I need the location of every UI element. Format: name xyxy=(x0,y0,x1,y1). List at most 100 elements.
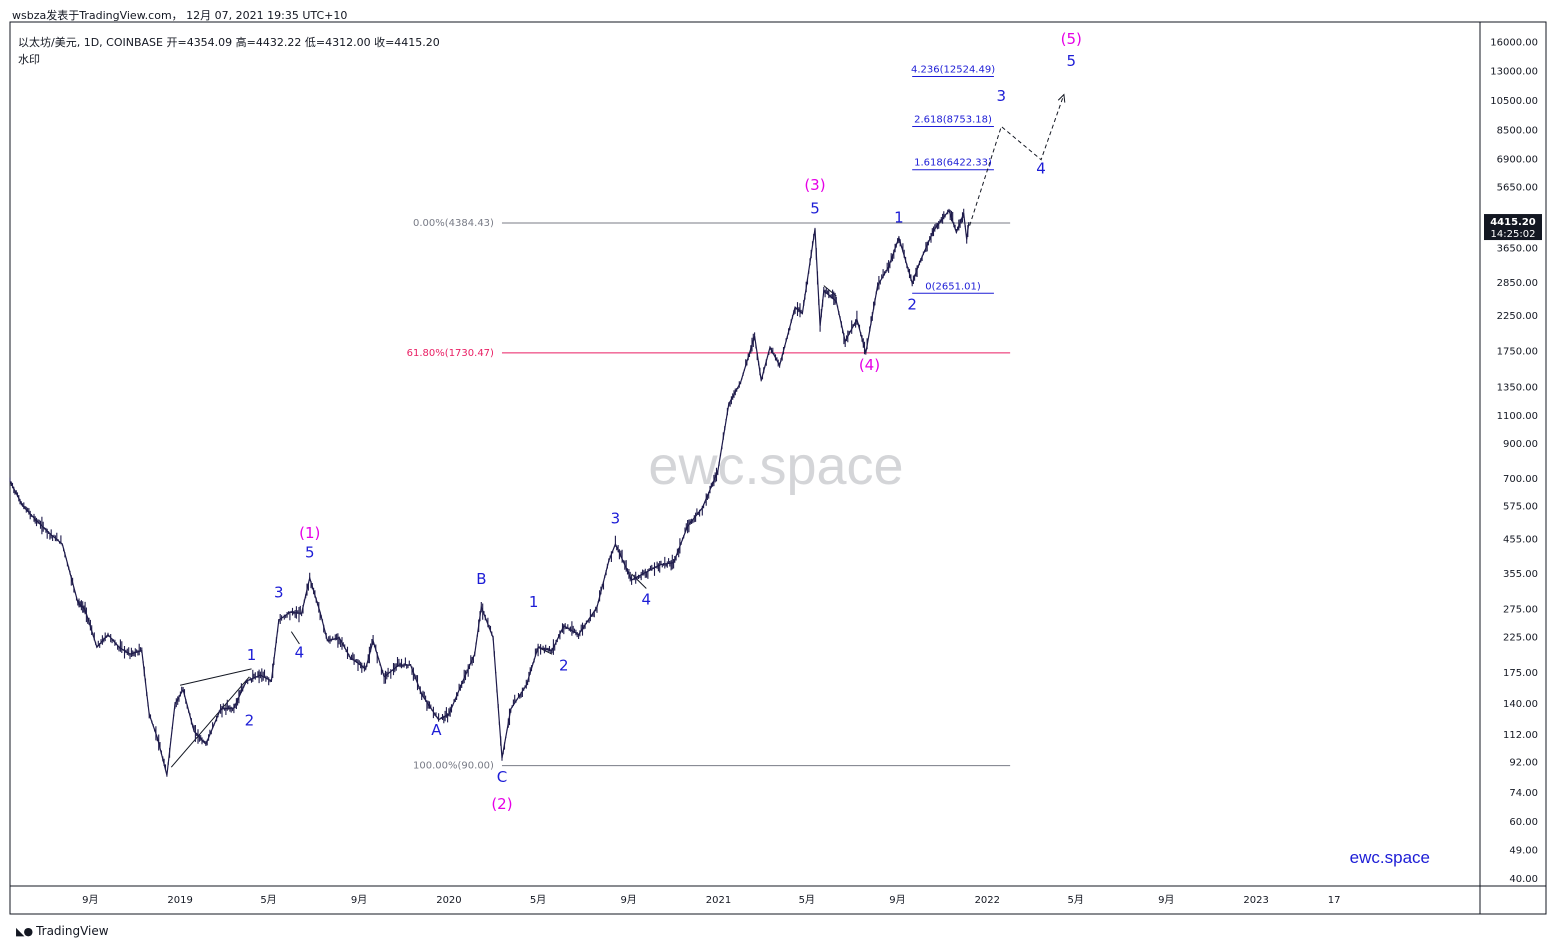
y-tick-label: 8500.00 xyxy=(1497,126,1538,137)
y-tick-label: 2250.00 xyxy=(1497,311,1538,322)
y-tick-label: 60.00 xyxy=(1509,817,1538,828)
price-series xyxy=(9,208,970,777)
corner-brand: ewc.space xyxy=(1350,848,1430,867)
wave-label: 1 xyxy=(529,593,539,611)
x-tick-label: 5月 xyxy=(1067,894,1083,906)
tradingview-footer[interactable]: ◣● TradingView xyxy=(16,924,109,938)
wave-label: 5 xyxy=(1066,52,1076,70)
pattern-line xyxy=(180,668,252,686)
y-tick-label: 6900.00 xyxy=(1497,155,1538,166)
x-tick-label: 5月 xyxy=(260,894,276,906)
y-tick-label: 74.00 xyxy=(1509,788,1538,799)
fib-level-label: 100.00%(90.00) xyxy=(413,761,494,772)
wave-label: 2 xyxy=(559,656,569,674)
y-tick-label: 49.00 xyxy=(1509,846,1538,857)
y-tick-label: 140.00 xyxy=(1503,699,1538,710)
pattern-line xyxy=(290,631,300,645)
pattern-line xyxy=(170,676,250,768)
wave-label: 5 xyxy=(305,543,315,561)
y-tick-label: 5650.00 xyxy=(1497,183,1538,194)
x-tick-label: 9月 xyxy=(351,894,367,906)
pattern-lines xyxy=(170,285,837,768)
wave-label: 1 xyxy=(894,209,904,227)
y-tick-label: 900.00 xyxy=(1503,439,1538,450)
x-tick-label: 2020 xyxy=(436,895,461,906)
x-tick-label: 2022 xyxy=(975,895,1000,906)
y-tick-label: 575.00 xyxy=(1503,502,1538,513)
fib-level-label: 2.618(8753.18) xyxy=(914,114,992,125)
publish-caption: wsbza发表于TradingView.com， 12月 07, 2021 19… xyxy=(12,9,348,22)
y-tick-label: 16000.00 xyxy=(1490,37,1538,48)
y-tick-label: 3650.00 xyxy=(1497,244,1538,255)
y-tick-label: 355.00 xyxy=(1503,569,1538,580)
fibonacci-levels: 0.00%(4384.43) 61.80%(1730.47) 100.00%(90.… xyxy=(407,64,1011,772)
fib-level-label: 4.236(12524.49) xyxy=(911,64,995,75)
wave-label: B xyxy=(476,570,486,588)
x-tick-label: 9月 xyxy=(620,894,636,906)
wave-label: (2) xyxy=(491,795,512,813)
y-tick-label: 275.00 xyxy=(1503,605,1538,616)
fib-level-label: 0(2651.01) xyxy=(925,281,981,292)
symbol-ohlc-line: 以太坊/美元, 1D, COINBASE 开=4354.09 高=4432.22… xyxy=(18,36,440,49)
y-tick-label: 2850.00 xyxy=(1497,278,1538,289)
x-tick-label: 5月 xyxy=(799,894,815,906)
price-line xyxy=(9,209,970,776)
fib-level-label: 61.80%(1730.47) xyxy=(407,348,494,359)
last-price-value: 4415.20 xyxy=(1490,217,1536,228)
y-tick-label: 700.00 xyxy=(1503,474,1538,485)
x-tick-label: 9月 xyxy=(889,894,905,906)
wave-label: 3 xyxy=(274,584,284,602)
x-axis[interactable]: 9月 2019 5月 9月 2020 5月 9月 2021 5月 9月 2022 5月 9月 2023 17 xyxy=(82,894,1340,906)
wave-label: A xyxy=(431,721,442,739)
center-watermark: ewc.space xyxy=(648,436,903,496)
last-price-countdown: 14:25:02 xyxy=(1491,229,1536,240)
y-tick-label: 1350.00 xyxy=(1497,382,1538,393)
wave-label: 3 xyxy=(997,87,1007,105)
wave-label: (5) xyxy=(1061,30,1082,48)
x-tick-label: 5月 xyxy=(530,894,546,906)
fib-level-label: 1.618(6422.33) xyxy=(914,158,992,169)
pattern-line xyxy=(823,285,837,297)
wave-label: 4 xyxy=(642,591,652,609)
y-tick-label: 175.00 xyxy=(1503,668,1538,679)
wave-label: 3 xyxy=(611,509,621,527)
y-tick-label: 1750.00 xyxy=(1497,346,1538,357)
y-tick-label: 40.00 xyxy=(1509,874,1538,885)
wave-label: 4 xyxy=(1036,160,1046,178)
projection-path xyxy=(969,93,1066,226)
x-tick-label: 9月 xyxy=(1158,894,1174,906)
price-chart[interactable]: ewc.space ewc.space 16000.00 13000.00 1050… xyxy=(0,0,1556,920)
projection-arrowhead xyxy=(1057,93,1066,103)
y-axis[interactable]: 16000.00 13000.00 10500.00 8500.00 6900.00 56… xyxy=(1490,37,1538,885)
tradingview-brand-label: TradingView xyxy=(36,924,109,938)
x-tick-label: 2019 xyxy=(167,895,192,906)
x-tick-label: 9月 xyxy=(82,894,98,906)
wave-label: C xyxy=(497,768,507,786)
wave-label: 2 xyxy=(907,296,917,314)
watermark-toggle-label[interactable]: 水印 xyxy=(18,53,40,66)
wave-label: 4 xyxy=(295,644,305,662)
wave-label: (3) xyxy=(804,176,825,194)
x-tick-label: 2023 xyxy=(1243,895,1268,906)
last-price-box xyxy=(1484,214,1542,241)
y-tick-label: 112.00 xyxy=(1503,730,1538,741)
x-tick-label: 2021 xyxy=(706,895,731,906)
projection-line xyxy=(969,94,1065,226)
y-tick-label: 10500.00 xyxy=(1490,96,1538,107)
wave-label: (1) xyxy=(299,524,320,542)
wave-label: 1 xyxy=(247,646,257,664)
tradingview-logo-icon: ◣● xyxy=(16,924,33,938)
wave-label: 2 xyxy=(245,711,255,729)
y-tick-label: 13000.00 xyxy=(1490,66,1538,77)
y-tick-label: 455.00 xyxy=(1503,534,1538,545)
wave-label: (4) xyxy=(859,356,880,374)
x-tick-label: 17 xyxy=(1328,895,1341,906)
y-tick-label: 225.00 xyxy=(1503,633,1538,644)
fib-level-label: 0.00%(4384.43) xyxy=(413,218,494,229)
chart-frame xyxy=(9,21,1547,915)
y-tick-label: 1100.00 xyxy=(1497,411,1538,422)
wave-label: 5 xyxy=(810,199,820,217)
y-tick-label: 92.00 xyxy=(1509,758,1538,769)
